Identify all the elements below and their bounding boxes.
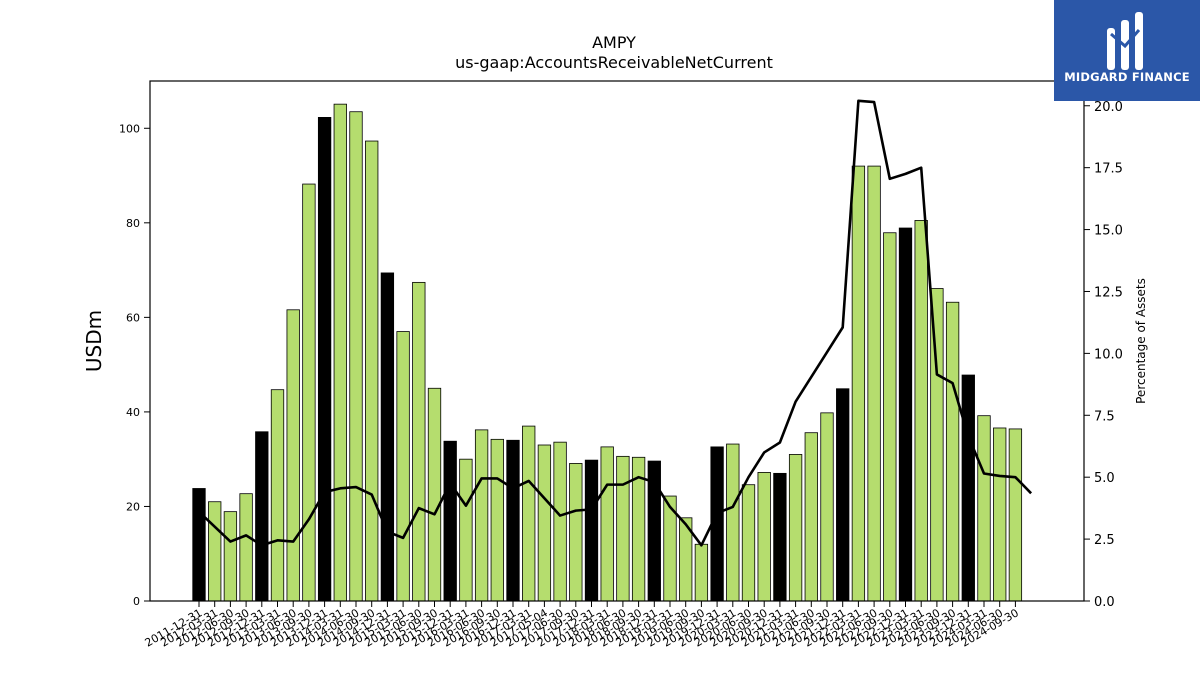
bar [553, 441, 567, 602]
y2-tick-label: 17.5 [1094, 162, 1123, 177]
bar [788, 454, 803, 602]
y-tick-label: 100 [119, 122, 140, 135]
bar [459, 458, 473, 602]
plot-frame [149, 80, 1085, 602]
bar [443, 440, 457, 602]
bar [302, 183, 316, 602]
bar [977, 415, 991, 602]
bar [961, 374, 975, 602]
bar [930, 288, 944, 602]
line-series [198, 99, 1033, 547]
bar [396, 331, 410, 602]
bar [208, 501, 222, 602]
bar [349, 111, 363, 602]
bar [584, 459, 599, 602]
y2-tick-label: 0.0 [1094, 595, 1115, 610]
bar [380, 272, 395, 602]
brand-name: MIDGARD FINANCE [1064, 70, 1190, 84]
midgard-logo-icon [1054, 0, 1200, 101]
right-axis: 0.0 2.5 5.0 7.5 10.0 12.5 15.0 17.5 20.0 [1084, 100, 1123, 610]
bar [1008, 428, 1023, 602]
bar [741, 484, 756, 602]
bar [867, 165, 881, 602]
bar [333, 103, 347, 602]
bar [286, 309, 300, 602]
bar [255, 431, 269, 602]
y2-tick-label: 7.5 [1094, 409, 1115, 424]
bar [993, 427, 1007, 602]
bar [239, 493, 253, 602]
bar [506, 439, 520, 602]
bar [836, 388, 850, 602]
bar [773, 472, 787, 602]
bar [694, 543, 709, 602]
bar [914, 220, 928, 602]
y-axis-label: USDm [82, 310, 106, 372]
y2-tick-label: 20.0 [1094, 100, 1123, 115]
bar [317, 117, 332, 602]
bar [537, 444, 552, 602]
chart-title: AMPY [592, 33, 636, 52]
bar [223, 511, 238, 602]
y2-tick-label: 2.5 [1094, 533, 1115, 548]
brand-logo: MIDGARD FINANCE [1054, 0, 1200, 101]
bar [945, 301, 960, 602]
y-tick-label: 60 [126, 311, 140, 324]
x-axis: 2011-12-312012-03-312012-06-302012-09-30… [143, 601, 1021, 650]
bar [192, 488, 206, 602]
y2-tick-label: 5.0 [1094, 471, 1115, 486]
y2-tick-label: 10.0 [1094, 347, 1123, 362]
y-tick-label: 40 [126, 406, 140, 419]
series-line [198, 99, 1033, 547]
bar [412, 281, 426, 602]
y2-axis-label: Percentage of Assets [1134, 278, 1148, 404]
bar [427, 387, 442, 602]
y2-tick-label: 12.5 [1094, 285, 1123, 300]
y-tick-label: 20 [126, 500, 140, 513]
chart-subtitle: us-gaap:AccountsReceivableNetCurrent [455, 53, 773, 72]
bar [883, 232, 897, 602]
y-tick-label: 0 [133, 595, 140, 608]
bar [726, 443, 740, 602]
bar-series [192, 103, 1023, 602]
y2-tick-label: 15.0 [1094, 224, 1123, 239]
bar [474, 429, 489, 602]
bar [490, 438, 504, 602]
bar [804, 432, 818, 602]
bar [365, 140, 379, 602]
bar [600, 446, 614, 602]
bar [616, 455, 630, 602]
bar [898, 227, 913, 602]
bar [757, 472, 771, 602]
bar [851, 165, 866, 602]
bar [820, 412, 834, 602]
y-tick-label: 80 [126, 217, 140, 230]
bar [522, 425, 536, 602]
bar [569, 463, 583, 602]
left-axis: 0 20 40 60 80 100 [119, 122, 150, 608]
bar [270, 389, 285, 602]
